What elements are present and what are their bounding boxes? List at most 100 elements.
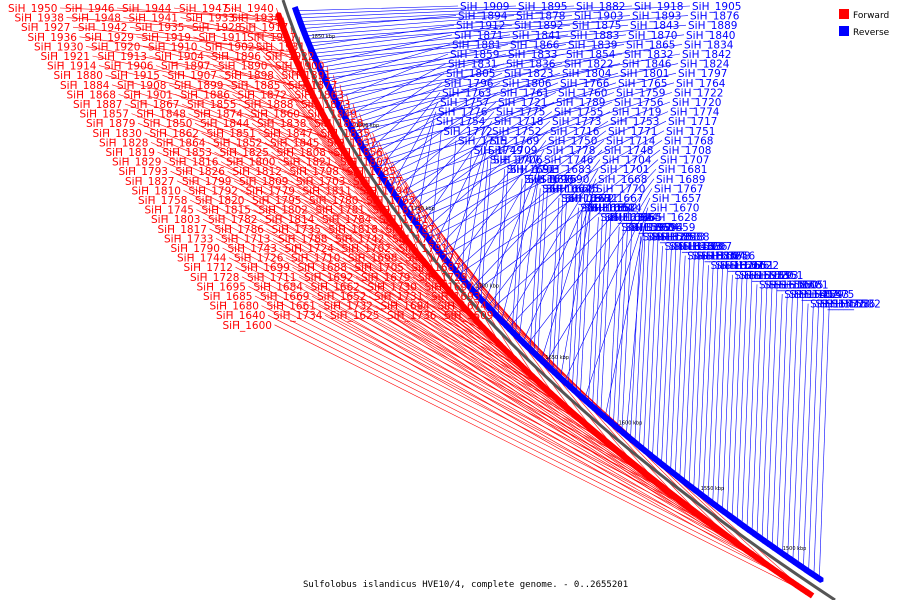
label-connector-line [311,295,740,546]
gene-label-sih_1726: SiH_1726 [234,253,284,265]
gene-label-sih_1787: SiH_1787 [386,224,435,236]
gene-label-sih_1687: SiH_1687 [412,262,461,274]
label-connector-line [142,46,311,91]
gene-label-sih_1610: SiH_1610 [759,279,808,291]
gene-label-sih_1913: SiH_1913 [98,51,147,63]
gene-label-sih_1763: SiH_1763 [442,87,491,99]
gene-label-sih_1858: SiH_1858 [314,118,363,130]
label-connector-line [634,236,646,443]
label-connector-line [170,170,472,316]
gene-label-sih_1815: SiH_1815 [202,205,251,217]
label-connector-line [717,265,728,508]
label-connector-line [771,293,783,547]
gene-label-sih_1846: SiH_1846 [622,59,672,71]
gene-label-sih_1948: SiH_1948 [72,13,121,25]
gene-label-sih_1791: SiH_1791 [399,243,448,255]
gene-label-sih_1905: SiH_1905 [692,1,741,13]
gene-label-sih_1804: SiH_1804 [562,68,612,80]
label-connector-line [382,92,557,179]
label-connector-line [366,82,443,154]
gene-label-sih_1623: SiH_1623 [643,231,692,243]
label-connector-line [433,130,491,246]
gene-label-sih_1903: SiH_1903 [574,11,623,23]
gene-label-sih_1864: SiH_1864 [156,137,206,149]
gene-label-sih_1708: SiH_1708 [662,145,711,157]
gene-label-sih_1934: SiH_1934 [231,13,281,25]
label-connector-line [264,142,431,270]
gene-label-sih_1830: SiH_1830 [93,128,142,140]
gene-label-sih_1792: SiH_1792 [189,185,238,197]
gene-label-sih_1729: SiH_1729 [418,272,467,284]
gene-label-sih_1721: SiH_1721 [498,97,547,109]
gene-label-sih_1930: SiH_1930 [34,41,83,53]
gene-label-sih_1803: SiH_1803 [151,214,200,226]
gene-label-sih_1748: SiH_1748 [604,145,653,157]
label-connector-line [316,24,687,61]
gene-label-sih_1594: SiH_1594 [634,222,684,234]
gene-label-sih_1693: SiH_1693 [431,291,480,303]
gene-label-sih_1764: SiH_1764 [676,78,726,90]
gene-label-sih_1671: SiH_1671 [569,193,618,205]
label-connector-line [292,266,670,493]
label-connector-line [342,53,681,115]
label-connector-line [66,17,286,35]
gene-label-sih_1774: SiH_1774 [670,107,720,119]
label-connector-line [245,113,389,218]
gene-label-sih_1837: SiH_1837 [327,137,376,149]
label-connector-line [568,207,579,386]
gene-label-sih_1659: SiH_1659 [646,222,695,234]
gene-label-sih_1720: SiH_1720 [672,97,721,109]
label-connector-line [297,190,513,357]
gene-label-sih_1625: SiH_1625 [330,310,379,322]
gene-label-sih_1743: SiH_1743 [228,243,277,255]
gene-label-sih_1786: SiH_1786 [215,224,265,236]
gene-label-sih_1806: SiH_1806 [502,78,552,90]
gene-label-sih_1797: SiH_1797 [678,68,727,80]
gene-label-sih_1788: SiH_1788 [278,233,327,245]
label-connector-line [436,130,549,250]
gene-label-sih_1780: SiH_1780 [309,195,358,207]
label-connector-line [269,65,334,133]
gene-label-sih_1736: SiH_1736 [387,310,437,322]
gene-label-sih_1835: SiH_1835 [321,128,370,140]
gene-label-sih_1883: SiH_1883 [570,30,619,42]
label-connector-line [256,46,315,98]
gene-label-sih_1891: SiH_1891 [282,70,331,82]
label-connector-line [149,55,320,109]
gene-label-sih_1887: SiH_1887 [73,99,122,111]
label-connector-line [608,226,620,421]
gene-label-sih_1834: SiH_1834 [684,39,734,51]
gene-label-sih_1877: SiH_1877 [288,80,337,92]
gene-label-sih_1673: SiH_1673 [561,193,610,205]
label-connector-line [361,72,619,147]
label-connector-line [272,238,605,441]
gene-label-sih_1609: SiH_1609 [444,310,493,322]
gene-label-sih_1622: SiH_1622 [730,260,779,272]
label-connector-line [259,218,565,406]
label-connector-line [541,188,595,361]
gene-label-sih_1688: SiH_1688 [298,262,347,274]
backbone-tick-label: 1500 kbp [783,546,807,552]
label-connector-line [484,159,543,303]
label-connector-line [238,103,377,200]
label-connector-line [180,17,289,42]
gene-label-sih_1628: SiH_1628 [648,212,697,224]
gene-label-sih_1773: SiH_1773 [552,116,601,128]
label-connector-line [248,286,711,525]
gene-label-sih_1912: SiH_1912 [456,20,505,32]
label-connector-line [98,65,328,123]
label-connector-line [390,101,439,189]
label-connector-line [186,26,296,60]
gene-label-sih_1768: SiH_1768 [664,135,713,147]
label-connector-line [335,53,449,100]
label-connector-line [684,255,695,482]
gene-label-sih_1936: SiH_1936 [28,32,78,44]
label-connector-line [419,121,493,228]
gene-label-sih_1620: SiH_1620 [744,270,793,282]
gene-label-sih_1915: SiH_1915 [111,70,160,82]
gene-label-sih_1890: SiH_1890 [218,61,267,73]
gene-label-sih_1654: SiH_1654 [584,203,634,215]
label-connector-line [263,55,324,116]
label-connector-line [316,218,569,410]
gene-label-sih_1794: SiH_1794 [360,185,410,197]
